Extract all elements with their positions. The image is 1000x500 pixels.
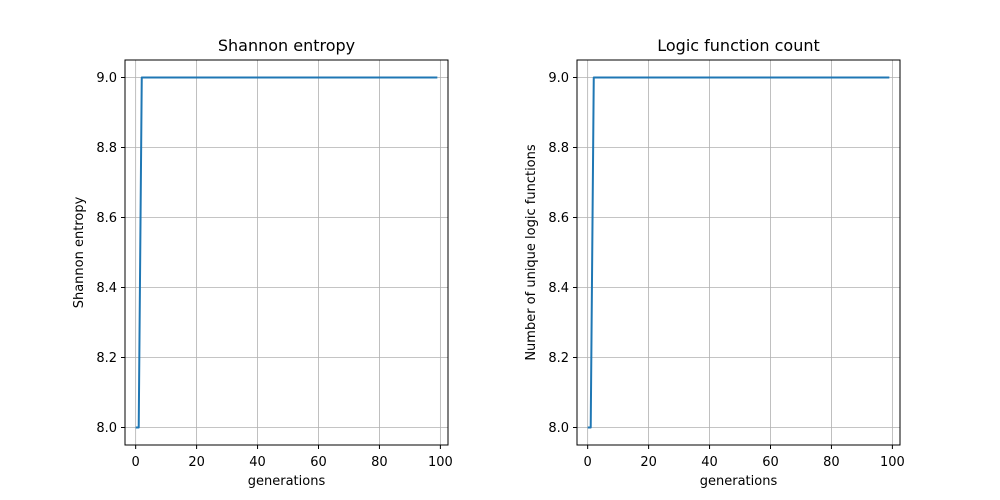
y-tick-label: 9.0 bbox=[548, 71, 569, 86]
x-tick-label: 100 bbox=[428, 455, 453, 470]
y-tick-label: 8.6 bbox=[548, 211, 569, 226]
y-axis-label: Shannon entropy bbox=[72, 196, 87, 308]
axes-frame bbox=[576, 59, 901, 446]
x-axis-label: generations bbox=[248, 474, 326, 489]
y-tick-label: 8.2 bbox=[548, 351, 569, 366]
x-tick-label: 20 bbox=[640, 455, 657, 470]
x-tick-label: 100 bbox=[880, 455, 905, 470]
x-tick-label: 40 bbox=[249, 455, 266, 470]
data-series-line bbox=[587, 76, 890, 429]
x-tick-label: 60 bbox=[762, 455, 779, 470]
x-axis-label: generations bbox=[700, 474, 778, 489]
chart-title: Shannon entropy bbox=[218, 36, 355, 55]
x-tick-label: 60 bbox=[310, 455, 327, 470]
y-tick-label: 9.0 bbox=[96, 71, 117, 86]
x-tick-label: 80 bbox=[823, 455, 840, 470]
y-tick-label: 8.8 bbox=[548, 141, 569, 156]
y-tick-label: 8.4 bbox=[548, 281, 569, 296]
x-tick-label: 40 bbox=[701, 455, 718, 470]
x-tick-label: 80 bbox=[371, 455, 388, 470]
x-tick-label: 20 bbox=[188, 455, 205, 470]
axes-frame bbox=[124, 59, 449, 446]
chart-title: Logic function count bbox=[657, 36, 820, 55]
data-series-line bbox=[135, 76, 438, 429]
chart-panel-2: 0 20 40 60 80 100 8.0 8.2 8.4 8.6 8.8 9.0 Logic func… bbox=[524, 36, 905, 489]
y-tick-label: 8.0 bbox=[96, 421, 117, 436]
chart-panel-1: 0 20 40 60 80 100 8.0 8.2 8.4 8.6 8.8 9.0 Shannon en… bbox=[72, 36, 453, 489]
x-tick-label: 0 bbox=[132, 455, 140, 470]
y-axis-label: Number of unique logic functions bbox=[524, 144, 539, 361]
y-tick-label: 8.6 bbox=[96, 211, 117, 226]
y-tick-label: 8.4 bbox=[96, 281, 117, 296]
y-tick-label: 8.0 bbox=[548, 421, 569, 436]
x-tick-label: 0 bbox=[584, 455, 592, 470]
y-tick-label: 8.8 bbox=[96, 141, 117, 156]
y-tick-label: 8.2 bbox=[96, 351, 117, 366]
